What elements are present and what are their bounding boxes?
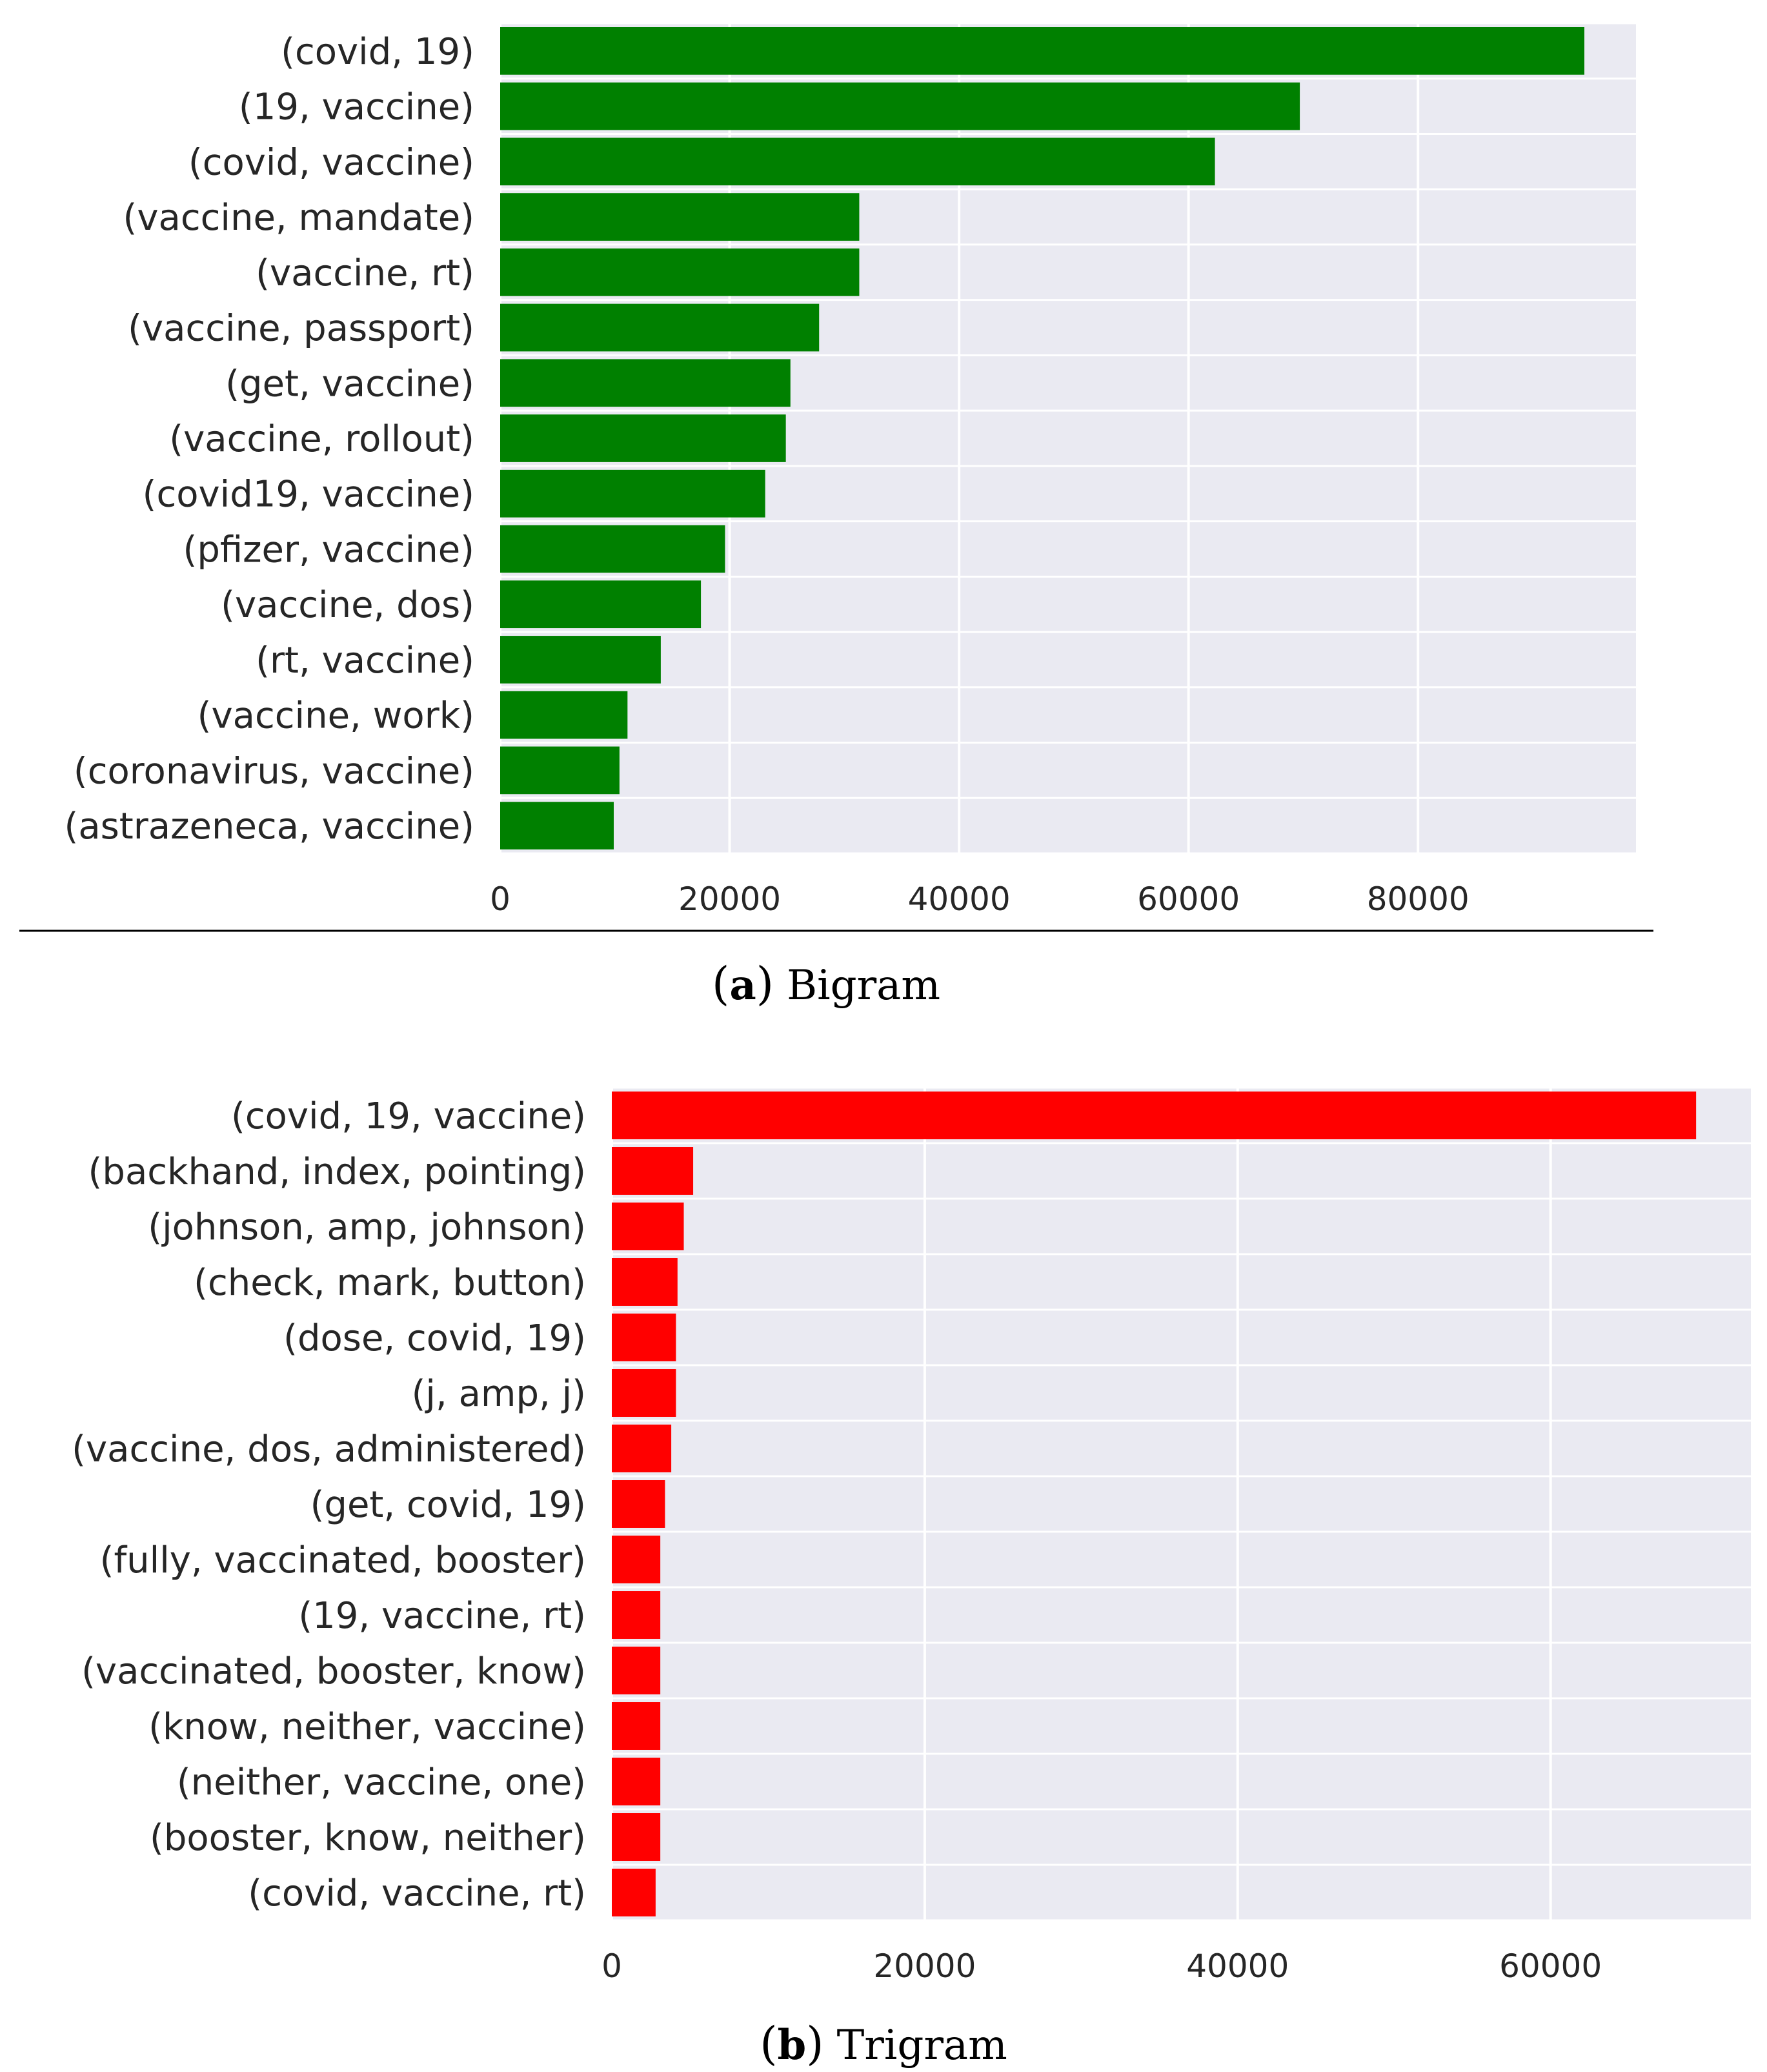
bigram-bar bbox=[500, 248, 860, 296]
bigram-bar bbox=[500, 636, 661, 684]
trigram-y-tick-label: (vaccinated, booster, know) bbox=[81, 1650, 586, 1692]
trigram-bar bbox=[612, 1536, 661, 1583]
bigram-bar bbox=[500, 359, 791, 407]
bigram-y-tick-label: (pfizer, vaccine) bbox=[183, 529, 474, 571]
trigram-y-tick-label: (get, covid, 19) bbox=[310, 1484, 586, 1526]
bigram-y-tick-label: (vaccine, passport) bbox=[128, 308, 474, 350]
trigram-bar bbox=[612, 1147, 694, 1195]
bigram-chart: (covid, 19) (19, vaccine) (covid, vaccine)… bbox=[64, 22, 1636, 918]
bigram-bar bbox=[500, 27, 1584, 75]
trigram-y-tick-labels: (covid, 19, vaccine) (backhand, index, po… bbox=[72, 1095, 586, 1915]
bigram-y-tick-label: (covid19, vaccine) bbox=[143, 474, 474, 516]
bigram-bar bbox=[500, 525, 725, 573]
trigram-y-tick-label: (johnson, amp, johnson) bbox=[148, 1206, 586, 1248]
trigram-bar bbox=[612, 1480, 665, 1528]
trigram-bar bbox=[612, 1813, 661, 1861]
bigram-x-tick-label: 40000 bbox=[908, 880, 1011, 918]
bigram-y-tick-labels: (covid, 19) (19, vaccine) (covid, vaccine)… bbox=[64, 31, 474, 848]
bigram-x-tick-label: 20000 bbox=[678, 880, 781, 918]
trigram-bar bbox=[612, 1258, 678, 1306]
trigram-bar bbox=[612, 1758, 661, 1805]
bigram-bar bbox=[500, 691, 628, 739]
trigram-bar bbox=[612, 1369, 676, 1417]
bigram-x-tick-labels: 0 20000 40000 60000 80000 bbox=[490, 880, 1469, 918]
trigram-y-tick-label: (dose, covid, 19) bbox=[283, 1317, 586, 1359]
trigram-y-tick-label: (covid, 19, vaccine) bbox=[231, 1095, 586, 1137]
bigram-x-tick-label: 0 bbox=[490, 880, 510, 918]
bigram-bar bbox=[500, 469, 765, 518]
trigram-y-tick-label: (check, mark, button) bbox=[194, 1262, 586, 1304]
trigram-bars bbox=[612, 1092, 1697, 1916]
trigram-x-tick-label: 60000 bbox=[1499, 1947, 1602, 1985]
trigram-y-tick-label: (19, vaccine, rt) bbox=[298, 1595, 586, 1637]
bigram-y-tick-label: (vaccine, work) bbox=[197, 695, 474, 737]
bigram-x-tick-label: 60000 bbox=[1137, 880, 1240, 918]
trigram-y-tick-label: (neither, vaccine, one) bbox=[177, 1762, 586, 1803]
trigram-y-tick-label: (backhand, index, pointing) bbox=[88, 1151, 586, 1193]
bigram-y-tick-label: (rt, vaccine) bbox=[256, 640, 474, 682]
bigram-y-tick-label: (astrazeneca, vaccine) bbox=[64, 806, 474, 848]
bigram-y-tick-label: (19, vaccine) bbox=[239, 86, 474, 128]
trigram-bar bbox=[612, 1092, 1697, 1139]
trigram-bar bbox=[612, 1702, 661, 1750]
trigram-caption: (b) Trigram bbox=[760, 2017, 1007, 2070]
bigram-x-tick-label: 80000 bbox=[1367, 880, 1469, 918]
bigram-bars bbox=[500, 27, 1584, 849]
trigram-bar bbox=[612, 1314, 676, 1361]
bigram-bar bbox=[500, 802, 614, 849]
bigram-y-tick-label: (vaccine, rt) bbox=[256, 252, 474, 294]
trigram-x-tick-label: 0 bbox=[601, 1947, 622, 1985]
trigram-x-tick-labels: 0 20000 40000 60000 bbox=[601, 1947, 1602, 1985]
trigram-chart: (covid, 19, vaccine) (backhand, index, po… bbox=[72, 1086, 1751, 1985]
bigram-bar bbox=[500, 137, 1215, 186]
bigram-y-tick-label: (vaccine, mandate) bbox=[123, 197, 474, 239]
bigram-bar bbox=[500, 746, 620, 795]
bigram-bar bbox=[500, 193, 860, 241]
trigram-y-tick-label: (fully, vaccinated, booster) bbox=[100, 1539, 586, 1581]
bigram-y-tick-label: (vaccine, rollout) bbox=[169, 418, 474, 460]
bigram-gridlines bbox=[499, 22, 1636, 855]
trigram-y-tick-label: (covid, vaccine, rt) bbox=[248, 1873, 586, 1915]
bigram-y-tick-label: (coronavirus, vaccine) bbox=[74, 750, 474, 792]
bigram-y-tick-label: (get, vaccine) bbox=[225, 363, 474, 405]
bigram-bar bbox=[500, 580, 702, 629]
trigram-bar bbox=[612, 1425, 672, 1472]
bigram-y-tick-label: (covid, 19) bbox=[281, 31, 474, 73]
bigram-y-tick-label: (vaccine, dos) bbox=[221, 584, 474, 626]
trigram-x-tick-label: 20000 bbox=[873, 1947, 976, 1985]
trigram-bar bbox=[612, 1591, 661, 1639]
trigram-bar bbox=[612, 1647, 661, 1694]
bigram-bar bbox=[500, 303, 820, 352]
trigram-x-tick-label: 40000 bbox=[1186, 1947, 1289, 1985]
trigram-y-tick-label: (booster, know, neither) bbox=[150, 1817, 586, 1859]
bigram-caption: (a) Bigram bbox=[712, 957, 940, 1010]
bigram-bar bbox=[500, 82, 1300, 130]
trigram-y-tick-label: (vaccine, dos, administered) bbox=[72, 1428, 586, 1470]
trigram-bar bbox=[612, 1203, 684, 1250]
bigram-bar bbox=[500, 414, 786, 462]
trigram-gridlines bbox=[611, 1086, 1751, 1922]
trigram-bar bbox=[612, 1869, 656, 1916]
bigram-y-tick-label: (covid, vaccine) bbox=[188, 141, 474, 183]
trigram-plot-area bbox=[612, 1088, 1751, 1920]
trigram-y-tick-label: (j, amp, j) bbox=[412, 1373, 586, 1415]
trigram-y-tick-label: (know, neither, vaccine) bbox=[148, 1706, 586, 1748]
